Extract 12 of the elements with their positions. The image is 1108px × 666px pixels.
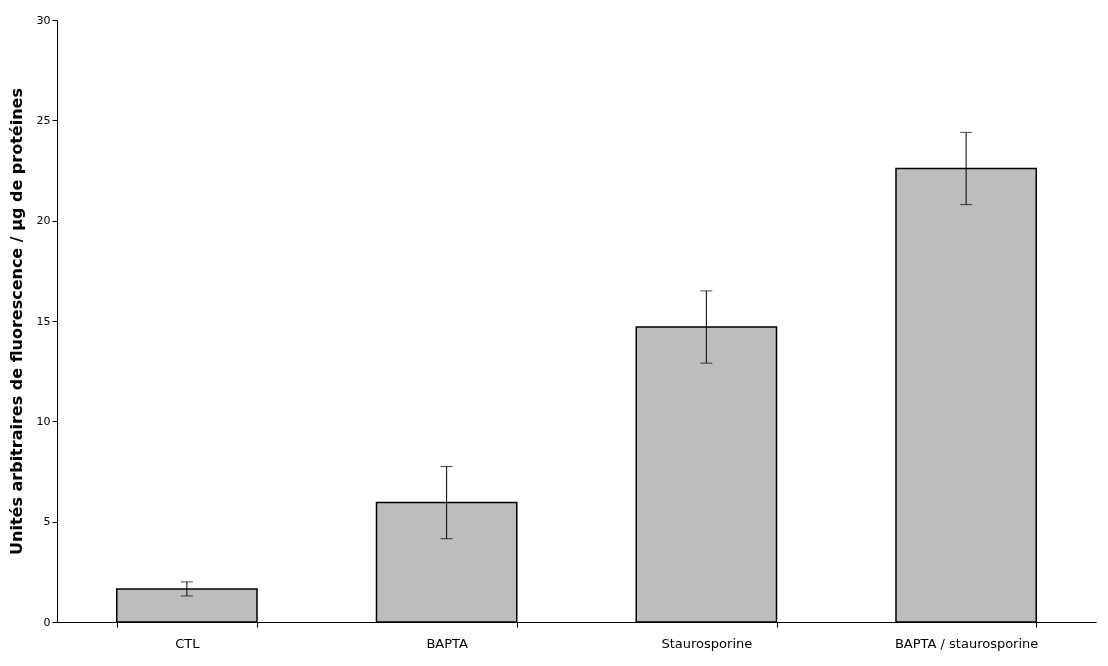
y-tick-label: 30 — [36, 13, 51, 27]
y-tick-label: 0 — [43, 615, 51, 629]
x-tick-label: Staurosporine — [661, 635, 753, 651]
x-tick-label: BAPTA — [426, 635, 468, 651]
y-tick-label: 20 — [36, 214, 51, 228]
y-axis-title: Unités arbitraires de fluorescence / µg de protéines — [6, 88, 26, 555]
y-tick-label: 25 — [36, 113, 51, 127]
y-tick-label: 10 — [36, 414, 51, 428]
y-tick-label: 5 — [43, 515, 51, 529]
x-tick-label: BAPTA / staurosporine — [894, 635, 1039, 651]
y-tick-label: 15 — [36, 314, 51, 328]
x-tick-label: CTL — [175, 635, 201, 651]
